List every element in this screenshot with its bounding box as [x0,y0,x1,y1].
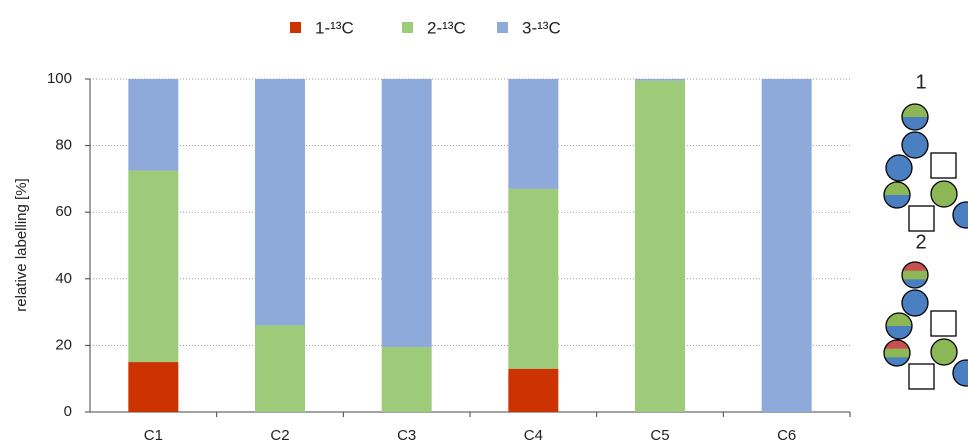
residue-band [902,271,928,280]
y-tick-label: 80 [55,137,72,154]
bar-segment [255,79,305,325]
bar-segment [128,362,178,412]
glycan-residue [931,339,957,366]
legend-swatch [497,22,508,33]
legend-label: 1-¹³C [315,18,354,37]
bar-segment [128,171,178,362]
glycan-residue [902,262,928,289]
glycan-residue [953,360,968,387]
glycan-residue [902,132,928,159]
glycan-square [909,206,934,231]
legend-label: 3-¹³C [522,18,561,37]
glycan-residue [953,202,968,229]
bar-segment [762,79,812,412]
bar-segment [382,79,432,347]
legend-label: 2-¹³C [427,18,466,37]
x-tick-label: C6 [777,427,796,444]
residue-band [886,313,912,327]
glycan-square [931,311,956,336]
residue-band [884,195,910,209]
residue-band [953,202,968,229]
bar-segment [635,81,685,412]
glycan-residue [884,182,910,209]
glycan-residue [902,104,928,131]
bar-segment [128,79,178,171]
x-tick-label: C5 [650,427,669,444]
legend-swatch [402,22,413,33]
residue-band [886,326,912,340]
y-tick-label: 20 [55,336,72,353]
glycan-diagram: 1 2 [884,71,968,389]
glycan-residue [886,155,912,182]
residue-band [953,360,968,387]
y-tick-label: 100 [47,70,72,87]
residue-band [902,117,928,131]
structure-label: 2 [915,231,926,253]
bar-segment [508,79,558,189]
bar-segment [382,347,432,412]
x-tick-label: C3 [397,427,416,444]
y-tick-label: 60 [55,203,72,220]
residue-band [902,104,928,118]
legend-swatch [290,22,301,33]
glycan-square [931,153,956,178]
y-tick-label: 0 [64,403,72,420]
glycan-residue [902,290,928,317]
chart: relative labelling [%] 1 2 0 20 40 60 80 100 C… [0,0,968,446]
glycan-residue [886,313,912,340]
residue-band [884,349,910,358]
y-tick-label: 40 [55,270,72,287]
x-tick-label: C1 [144,427,163,444]
glycan-square [909,364,934,389]
x-tick-label: C2 [270,427,289,444]
bar-segment [255,325,305,412]
bar-segment [635,79,685,81]
structure-label: 1 [915,71,926,93]
glycan-residue [931,181,957,208]
bar-segment [508,369,558,412]
glycan-residue [884,340,910,367]
residue-band [884,182,910,196]
y-axis-label: relative labelling [%] [13,178,30,311]
x-tick-label: C4 [524,427,543,444]
bar-segment [508,189,558,369]
